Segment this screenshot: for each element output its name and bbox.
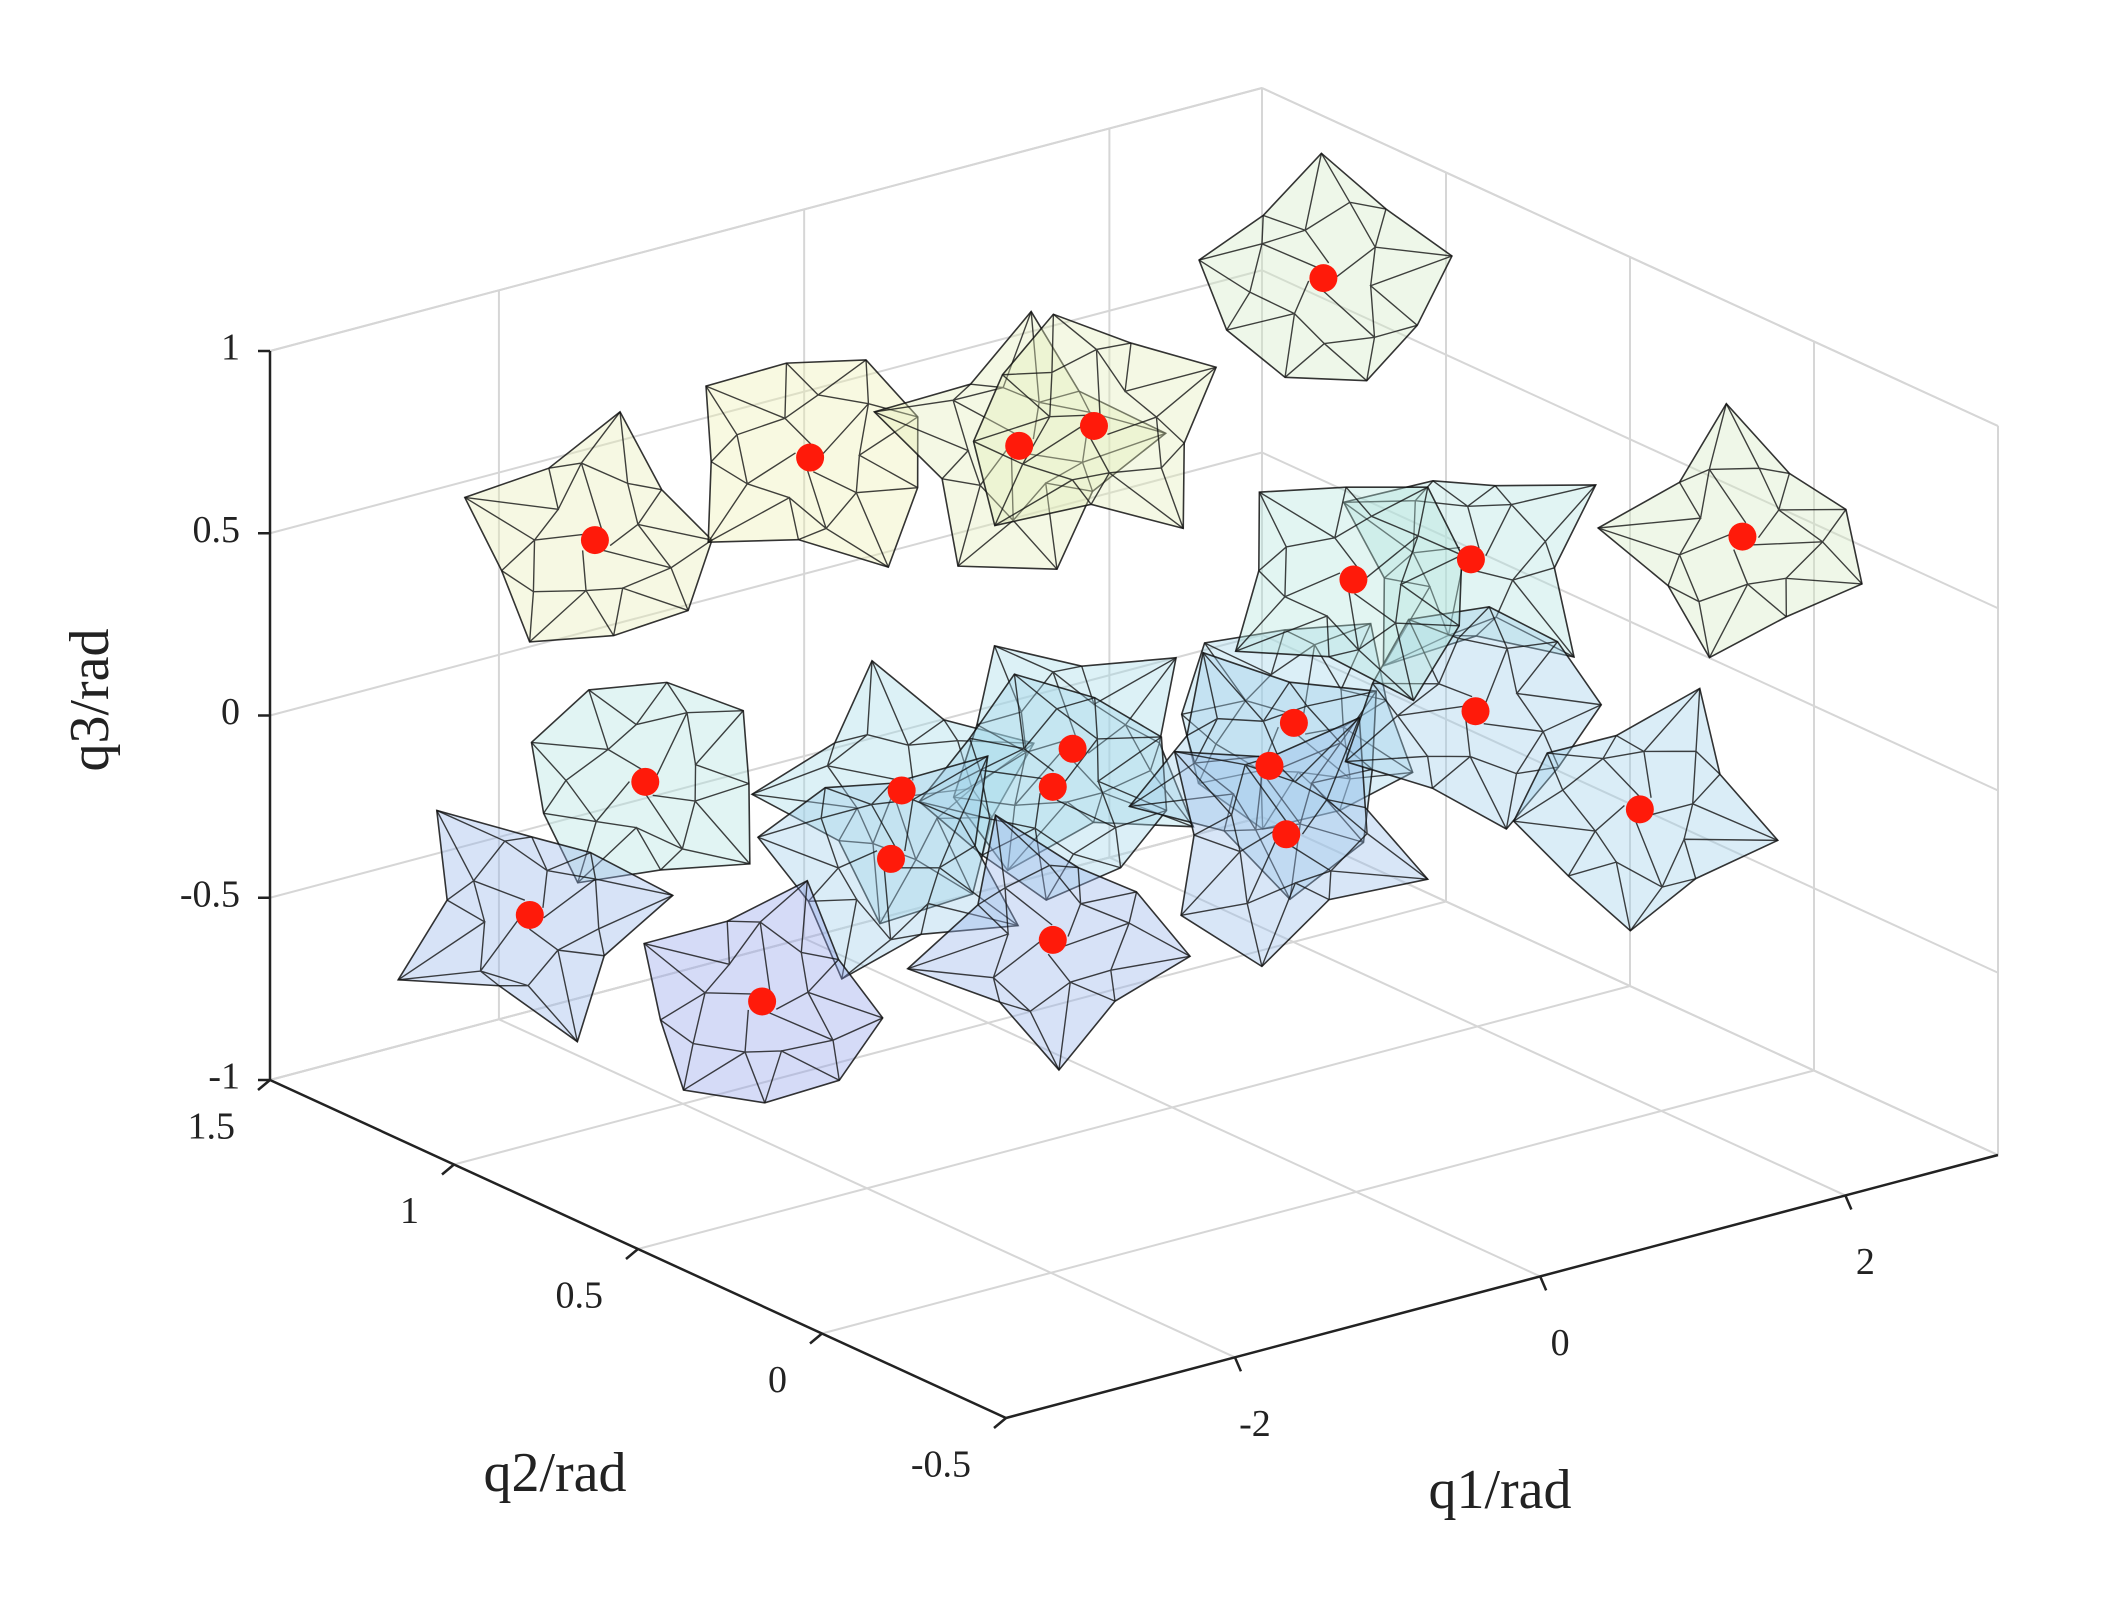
point [887, 776, 916, 805]
point [1456, 545, 1485, 574]
mesh-edges [1174, 717, 1429, 967]
point [1279, 708, 1308, 737]
mesh-edges [1198, 152, 1453, 382]
point [796, 443, 825, 472]
mesh-edges [751, 660, 1035, 925]
point [580, 526, 609, 555]
point [1339, 565, 1368, 594]
point [1255, 751, 1284, 780]
grid-line [269, 87, 1263, 352]
y-tick [625, 1248, 639, 1260]
mesh-edges [397, 809, 674, 1043]
y-tick-label: -0.5 [911, 1444, 971, 1486]
z-tick-label: -0.5 [180, 873, 240, 915]
z-axis-title: q3/rad [59, 628, 121, 771]
point [1079, 411, 1108, 440]
grid-line [269, 451, 1263, 717]
y-tick-label: 0.5 [556, 1275, 604, 1317]
y-tick-label: 1.5 [188, 1106, 236, 1148]
y-tick [257, 1079, 271, 1091]
z-tick-label: -1 [208, 1056, 240, 1098]
grid-line [269, 633, 1263, 899]
grid-line [1261, 87, 1999, 427]
point [1625, 795, 1654, 824]
y-tick [993, 1417, 1007, 1429]
x-tick-label: 0 [1551, 1322, 1570, 1364]
mesh-edges [1235, 486, 1463, 701]
point [1058, 734, 1087, 763]
y-tick-label: 0 [768, 1359, 787, 1401]
z-tick-label: 0 [221, 691, 240, 733]
mesh-hull [463, 410, 713, 643]
point [1038, 772, 1067, 801]
mesh-edges [1597, 403, 1863, 658]
point [631, 767, 660, 796]
mesh-hull [1173, 716, 1430, 968]
x-tick-label: -2 [1239, 1403, 1271, 1445]
point [748, 987, 777, 1016]
y-tick [809, 1332, 823, 1345]
grid-line [821, 1069, 1815, 1335]
grid-line [637, 985, 1631, 1250]
point [1272, 820, 1301, 849]
x-tick [1233, 1356, 1243, 1372]
mesh-edges [973, 313, 1217, 529]
mesh-edges [643, 880, 883, 1104]
z-tick-label: 0.5 [193, 509, 241, 551]
points-layer [515, 264, 1757, 1016]
grid-line [453, 900, 1447, 1166]
point [1005, 431, 1034, 460]
point [1309, 264, 1338, 293]
grid-line [269, 269, 1263, 535]
point [876, 844, 905, 873]
mesh-edges [757, 755, 1019, 980]
z-tick-label: 1 [221, 327, 240, 369]
x-tick [1539, 1275, 1548, 1291]
mesh-edges [464, 411, 713, 643]
y-tick [441, 1163, 455, 1176]
point [515, 900, 544, 929]
mesh-edges [1344, 606, 1602, 830]
mesh-edges [705, 359, 919, 568]
point [1461, 697, 1490, 726]
x-axis-title: q1/rad [1428, 1459, 1571, 1521]
mesh-edges [907, 814, 1191, 1071]
axes: -1 -0.5 0 0.5 1 -0.5 0 0.5 1 1.5 -2 0 2 [180, 327, 1999, 1486]
mesh-edges [919, 673, 1167, 901]
x-tick-label: 2 [1856, 1241, 1875, 1283]
grid-line [1261, 816, 1999, 1156]
y-axis-title: q2/rad [483, 1442, 626, 1504]
mesh-edges [1513, 687, 1779, 932]
mesh-edges [1343, 480, 1597, 667]
x-axis [1005, 1153, 1999, 1420]
x-tick [1844, 1194, 1853, 1210]
point [1728, 522, 1757, 551]
mesh-edges [1129, 652, 1377, 900]
y-tick-label: 1 [400, 1190, 419, 1232]
point [1038, 925, 1067, 954]
mesh-edges [530, 681, 751, 884]
grid-line [1261, 269, 1999, 610]
